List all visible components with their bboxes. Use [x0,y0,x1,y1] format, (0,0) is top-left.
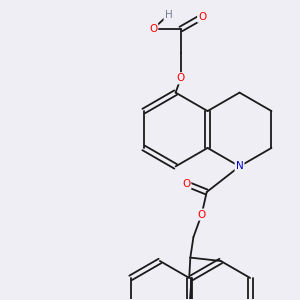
Text: O: O [177,73,185,83]
Text: H: H [165,10,172,20]
Text: N: N [236,161,243,171]
Text: O: O [149,24,157,34]
Text: O: O [198,12,206,22]
Text: O: O [197,210,206,220]
Text: O: O [182,179,190,189]
